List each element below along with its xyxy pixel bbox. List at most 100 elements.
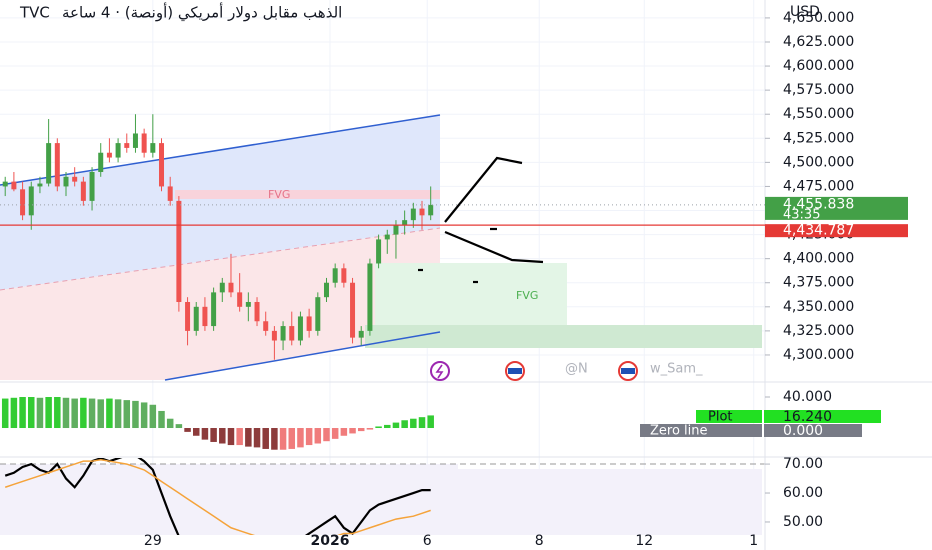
histogram-bar [245,428,252,447]
histogram-bar [201,428,209,440]
histogram-bar [80,397,87,429]
y-tick-label: 4,375.000 [783,275,854,291]
histogram-bar [392,422,400,429]
demand-zone [365,325,762,348]
histogram-bar [297,428,304,448]
channel-line [164,331,441,381]
candle-body [297,316,303,341]
series-line [4,458,431,535]
icon [508,368,522,374]
candle-body [332,268,338,283]
arrow-down [444,230,544,264]
candle-body [80,181,86,201]
last-price-box [765,196,908,220]
candle-body [37,183,43,187]
histogram-bar [314,428,322,444]
plot-value: 16.240 [783,409,832,425]
chart-title: الذهب مقابل دولار أمريكي (أونصة) · 4 ساع… [62,3,342,23]
candle-body [115,143,121,158]
y-tick-label: 4,475.000 [783,178,854,194]
histogram-bar [88,398,96,429]
x-tick-label: 29 [144,533,162,549]
candle-body [106,152,112,158]
y-tick-label: 4,575.000 [783,82,854,98]
y-tick-label: 4,300.000 [783,347,854,363]
candle-body [28,186,34,216]
channel-lower-fill [0,228,440,380]
candle-body [46,143,52,184]
candle-body [20,189,26,216]
candle-body [410,208,416,221]
candle-body [193,306,199,331]
candle-body [72,176,78,182]
histogram-bar [331,428,339,439]
watermark: w_Sam_ [650,362,703,377]
pane [1,397,434,450]
rsi-band [0,464,458,535]
plot-value-box [764,410,881,423]
histogram-bar [271,428,278,450]
histogram-bar [62,397,70,429]
candle-body [2,181,8,187]
y-tick-label: 4,400.000 [783,251,854,267]
channel-upper-fill [0,115,440,290]
histogram-bar [375,426,382,429]
histogram-bar [384,424,391,429]
y-tick-label: 4,625.000 [783,34,854,50]
histogram-bar [45,397,52,429]
candle-body [124,143,130,148]
histogram-bar [28,397,35,429]
rsi-band [458,469,762,535]
histogram-bar [357,428,365,432]
histogram-bar [253,428,261,448]
candle-body [402,220,408,225]
histogram-bar [210,428,217,442]
price-line-box [765,224,908,238]
zero-name: Zero line [650,424,708,439]
histogram-bar [349,428,356,434]
candle-body [393,224,399,235]
candle-body [237,292,243,307]
histogram-bar [123,400,131,429]
y-tick-label: 4,500.000 [783,154,854,170]
histogram-bar [132,400,139,429]
candle-body [341,268,347,283]
zero-value: 0.000 [783,423,823,439]
channel-mid [0,227,441,291]
fvg-zone [375,263,567,325]
histogram-bar [140,402,148,429]
icon [621,368,635,374]
candle-body [323,282,329,298]
candle-body [141,133,147,153]
candle-body [150,143,156,153]
candle-body [132,133,138,148]
candle-body [176,200,182,302]
arrow-up [444,156,523,223]
histogram-bar [262,428,269,449]
candle-body [228,282,234,293]
candle-body [271,330,277,341]
x-tick-label: 1 [749,533,758,549]
y-tick-label: 40.000 [783,389,832,405]
x-tick-label: 12 [635,533,653,549]
candle-body [98,152,104,172]
candle-body [419,208,425,216]
histogram-bar [219,428,226,444]
zero-badge [640,424,762,437]
histogram-bar [279,428,287,450]
candle-body [219,282,225,293]
histogram-bar [401,420,408,429]
histogram-bar [366,428,374,430]
countdown: 43:35 [783,207,820,222]
candle-body [254,301,260,322]
annotation: FVG [516,289,538,302]
candle-body [280,326,286,341]
histogram-bar [36,397,44,429]
histogram-bar [227,428,235,446]
histogram-bar [158,410,165,429]
histogram-bar [54,397,61,429]
symbol: TVC [19,4,50,22]
x-tick-label: 6 [423,533,432,549]
y-tick-label: 4,550.000 [783,106,854,122]
